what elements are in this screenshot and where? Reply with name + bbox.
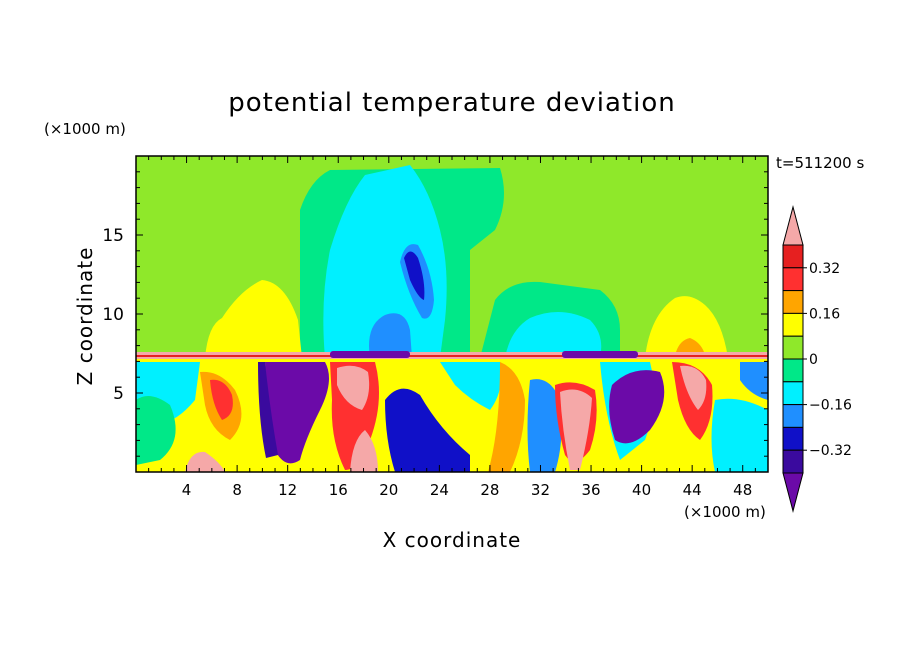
colorbar-swatch [782, 426, 804, 451]
field-upper-orange-right [676, 338, 704, 352]
x-tick-label: 8 [232, 481, 242, 499]
y-tick-label: 10 [102, 305, 124, 325]
field-upper-cyan-right [505, 311, 602, 358]
x-tick-label: 16 [329, 481, 348, 499]
field-low-green-left [136, 396, 176, 465]
y-axis-label: Z coordinate [73, 247, 97, 386]
x-unit-label: (×1000 m) [684, 503, 766, 521]
field-low-red-left [210, 379, 233, 420]
x-tick-label: 4 [182, 481, 192, 499]
field-upper-yellow-right [645, 296, 728, 358]
colorbar-swatch [782, 290, 804, 314]
x-tick-label: 20 [379, 481, 398, 499]
x-tick-label: 24 [430, 481, 449, 499]
y-tick-label: 15 [102, 226, 124, 246]
field-upper-cyan [323, 165, 447, 358]
colorbar-swatch [782, 358, 804, 383]
time-label: t=511200 s [776, 154, 864, 172]
colorbar-swatch [782, 244, 804, 269]
field-low-orange-2 [488, 362, 525, 472]
x-axis-label: X coordinate [383, 528, 522, 552]
x-tick-label: 12 [278, 481, 297, 499]
field-low-blue-6 [740, 362, 768, 400]
colorbar-arrow-min [782, 472, 804, 513]
field-low-pink-1b [350, 430, 378, 472]
colorbar-swatch [782, 381, 804, 406]
field-low-pink-3 [560, 389, 592, 470]
field-low-cyan-6 [711, 398, 768, 472]
field-low-blue-3 [527, 379, 562, 472]
colorbar: 0.32 0.16 0 −0.16 −0.32 [782, 205, 852, 513]
field-upper-darkblue [404, 251, 425, 300]
colorbar-swatch [782, 267, 804, 292]
colorbar-swatch [782, 335, 804, 360]
colorbar-label: −0.32 [809, 443, 852, 459]
x-tick-label: 28 [480, 481, 499, 499]
x-tick-label: 36 [581, 481, 600, 499]
colorbar-arrow-max [782, 205, 804, 246]
chart-title: potential temperature deviation [228, 88, 675, 118]
field-interface-line [136, 355, 768, 357]
colorbar-label: 0.16 [809, 306, 840, 322]
field-upper-blue [369, 313, 412, 358]
field-low-purple-4 [609, 370, 665, 444]
field-upper-yellow-left [205, 280, 302, 358]
field-low-darkblue-1 [258, 362, 278, 458]
colorbar-swatch [782, 312, 804, 337]
plot-area [136, 156, 768, 472]
field-low-pink-1 [337, 365, 370, 410]
field-low-darkblue-2 [385, 388, 470, 472]
x-tick-label: 44 [683, 481, 702, 499]
y-tick-label: 5 [113, 384, 124, 404]
colorbar-swatch [782, 449, 804, 474]
colorbar-swatch [782, 404, 804, 428]
y-unit-label: (×1000 m) [44, 120, 126, 138]
x-tick-label: 40 [632, 481, 651, 499]
field-low-cyan-2 [440, 362, 502, 410]
colorbar-label: −0.16 [809, 398, 852, 414]
x-tick-label: 48 [733, 481, 752, 499]
field-interface-purple-1 [330, 351, 410, 358]
field-interface-purple-2 [562, 351, 638, 358]
field-low-purple-1 [265, 362, 329, 464]
field-low-pink-5 [680, 365, 707, 410]
field-low-pink-left [185, 451, 225, 472]
colorbar-label: 0.32 [809, 261, 840, 277]
x-tick-label: 32 [531, 481, 550, 499]
colorbar-label: 0 [809, 352, 818, 368]
